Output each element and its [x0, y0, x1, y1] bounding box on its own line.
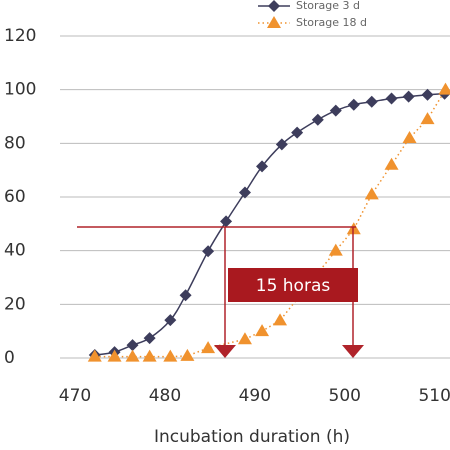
diamond-marker	[329, 104, 342, 117]
x-axis-label: Incubation duration (h)	[154, 427, 350, 447]
triangle-marker	[384, 157, 399, 170]
arrow-head	[342, 345, 364, 358]
triangle-marker	[267, 16, 281, 28]
x-tick-label: 500	[329, 386, 361, 406]
plot-area: 0 20 40 60 80 100 120 470 480 490 500 510 Storage 3 …	[4, 0, 450, 406]
legend-label: Storage 18 d	[296, 16, 367, 29]
y-tick-label: 120	[4, 26, 36, 46]
y-tick-label: 0	[4, 348, 15, 368]
diamond-marker	[347, 98, 360, 111]
diamond-marker	[179, 289, 192, 302]
diamond-marker	[164, 314, 177, 327]
diamond-marker	[256, 160, 269, 173]
arrow-head	[214, 345, 236, 358]
triangle-marker	[255, 324, 270, 337]
diamond-marker	[311, 113, 324, 126]
y-tick-label: 80	[4, 133, 26, 153]
y-tick-label: 60	[4, 187, 26, 207]
triangle-marker	[438, 82, 450, 95]
triangle-marker	[201, 341, 216, 354]
series-line	[94, 89, 447, 358]
y-tick-label: 40	[4, 241, 26, 261]
y-tick-label: 100	[4, 80, 36, 100]
x-tick-label: 490	[239, 386, 271, 406]
series-line	[94, 92, 445, 356]
triangle-marker	[402, 130, 417, 143]
triangle-marker	[163, 349, 178, 362]
x-tick-label: 510	[418, 386, 450, 406]
triangle-marker	[420, 112, 435, 125]
annotation-text: 15 horas	[256, 276, 331, 296]
diamond-marker	[402, 90, 415, 103]
diamond-marker	[421, 88, 434, 101]
diamond-marker	[238, 186, 251, 199]
diamond-marker	[275, 138, 288, 151]
triangle-marker	[125, 349, 140, 362]
diamond-marker	[365, 95, 378, 108]
diamond-marker	[202, 245, 215, 258]
triangle-marker	[237, 332, 252, 345]
triangle-marker	[273, 313, 288, 326]
diamond-marker	[126, 339, 139, 352]
triangle-marker	[87, 349, 102, 362]
y-tick-label: 20	[4, 294, 26, 314]
triangle-marker	[180, 348, 195, 361]
diamond-marker	[220, 215, 233, 228]
diamond-marker	[385, 92, 398, 105]
triangle-marker	[328, 243, 343, 256]
triangle-marker	[142, 349, 157, 362]
x-tick-label: 480	[149, 386, 181, 406]
triangle-marker	[346, 222, 361, 235]
annotation-box	[228, 268, 358, 302]
x-tick-label: 470	[59, 386, 91, 406]
triangle-marker	[364, 187, 379, 200]
triangle-marker	[107, 349, 122, 362]
diamond-marker	[268, 0, 280, 12]
diamond-marker	[143, 332, 156, 345]
annotation: 15 horas	[77, 226, 364, 358]
legend-label: Storage 3 d	[296, 0, 360, 12]
diamond-marker	[291, 126, 304, 139]
